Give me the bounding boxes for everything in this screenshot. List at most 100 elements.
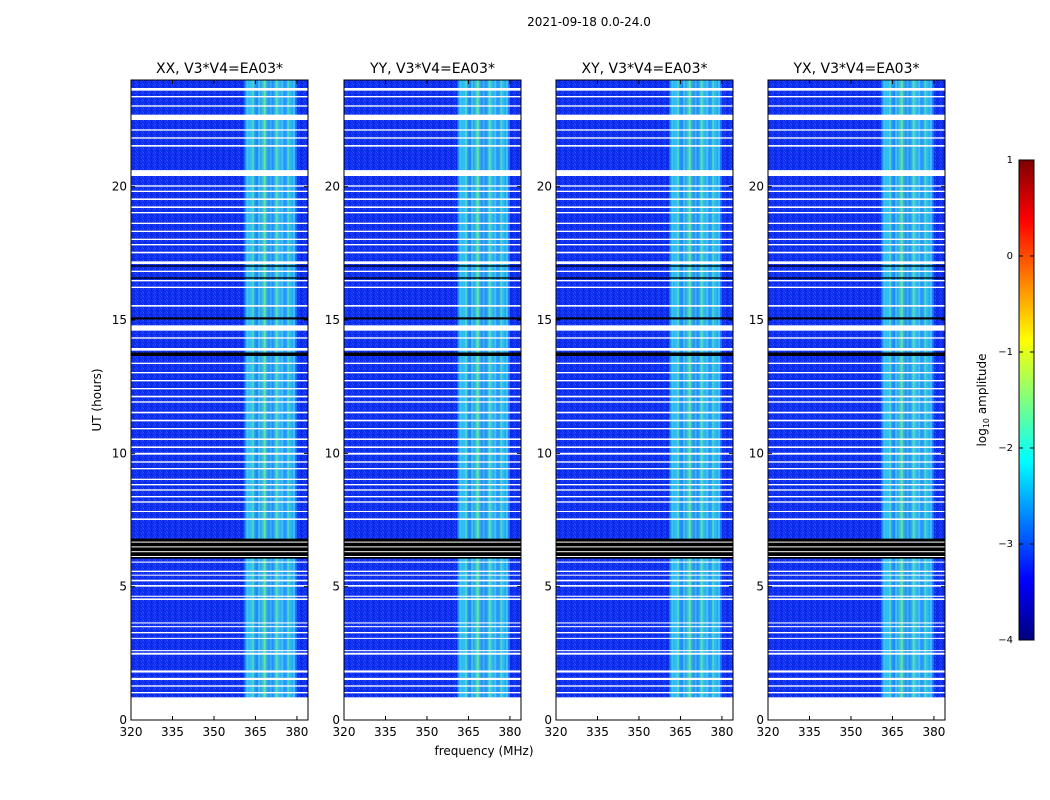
flagged-interval xyxy=(344,251,521,254)
flagged-interval xyxy=(131,579,308,582)
flagged-interval xyxy=(556,198,733,200)
black-interval-gap xyxy=(768,556,945,557)
flagged-interval xyxy=(131,478,308,480)
flagged-interval xyxy=(344,579,521,582)
flagged-interval xyxy=(556,372,733,374)
flagged-interval xyxy=(344,574,521,576)
flagged-interval xyxy=(768,222,945,224)
rfi-stripe xyxy=(293,80,296,720)
flagged-interval xyxy=(131,251,308,254)
flagged-interval xyxy=(344,185,521,187)
flagged-interval xyxy=(556,238,733,240)
x-tick-label: 320 xyxy=(757,725,780,739)
flagged-interval xyxy=(131,286,308,288)
flagged-interval xyxy=(556,561,733,563)
flagged-interval xyxy=(344,637,521,639)
y-tick-label: 20 xyxy=(537,180,552,194)
flagged-interval xyxy=(768,388,945,390)
flagged-interval xyxy=(131,622,308,624)
flagged-interval xyxy=(131,261,308,264)
flagged-interval xyxy=(768,510,945,512)
black-interval xyxy=(131,265,308,267)
flagged-interval xyxy=(556,677,733,680)
flagged-interval xyxy=(344,261,521,264)
flagged-interval xyxy=(131,244,308,246)
flagged-interval xyxy=(556,244,733,246)
rfi-stripe xyxy=(918,80,921,720)
figure-ylabel: UT (hours) xyxy=(90,368,104,431)
flagged-interval xyxy=(344,198,521,200)
black-interval-gap xyxy=(768,541,945,543)
flagged-interval xyxy=(344,446,521,448)
flagged-interval xyxy=(768,626,945,628)
rfi-stripe xyxy=(257,80,260,720)
rfi-stripe xyxy=(906,80,909,720)
flagged-interval xyxy=(344,222,521,224)
flagged-interval xyxy=(768,637,945,639)
flagged-interval xyxy=(556,632,733,634)
rfi-stripe xyxy=(912,80,915,720)
flagged-interval xyxy=(768,280,945,282)
rfi-stripe xyxy=(712,80,715,720)
y-tick-label: 15 xyxy=(112,313,127,327)
flagged-interval xyxy=(768,380,945,382)
panel-title: XY, V3*V4=EA03* xyxy=(582,61,708,77)
flagged-interval xyxy=(768,244,945,246)
rfi-stripe xyxy=(269,80,272,720)
flagged-interval xyxy=(131,198,308,200)
flagged-interval xyxy=(768,337,945,339)
flagged-interval xyxy=(131,484,308,486)
flagged-interval xyxy=(344,652,521,655)
flagged-interval xyxy=(768,114,945,120)
flagged-interval xyxy=(131,489,308,491)
flagged-interval xyxy=(768,372,945,374)
flagged-interval xyxy=(344,212,521,214)
rfi-stripe xyxy=(263,80,266,720)
flagged-interval xyxy=(344,510,521,512)
flagged-interval xyxy=(768,88,945,91)
flagged-interval xyxy=(768,677,945,680)
flagged-interval xyxy=(344,362,521,364)
rfi-stripe xyxy=(700,80,703,720)
black-interval xyxy=(556,317,733,320)
flagged-interval xyxy=(768,362,945,364)
flagged-interval xyxy=(768,411,945,414)
flagged-interval xyxy=(768,96,945,98)
flagged-interval xyxy=(556,380,733,382)
y-tick-label: 20 xyxy=(112,180,127,194)
x-tick-label: 380 xyxy=(922,725,945,739)
flagged-interval xyxy=(344,388,521,390)
panel-4: YX, V3*V4=EA03* 320 335 350 365 380 0 5 10 15 20 xyxy=(749,61,946,739)
flagged-interval xyxy=(131,305,308,307)
flagged-interval xyxy=(768,501,945,503)
flagged-interval xyxy=(344,190,521,192)
flagged-interval xyxy=(344,650,521,652)
flagged-interval xyxy=(131,222,308,224)
colorbar-gradient xyxy=(1018,159,1035,641)
flagged-interval xyxy=(768,574,945,576)
flagged-interval xyxy=(768,622,945,624)
flagged-interval xyxy=(768,137,945,139)
flagged-interval xyxy=(556,222,733,224)
flagged-interval xyxy=(131,395,308,398)
y-tick-label: 20 xyxy=(749,180,764,194)
flagged-interval xyxy=(131,692,308,694)
flagged-interval xyxy=(556,484,733,486)
flagged-interval xyxy=(768,598,945,600)
flagged-interval xyxy=(556,206,733,208)
y-tick-label: 5 xyxy=(544,580,552,594)
flagged-interval xyxy=(556,280,733,282)
flagged-interval xyxy=(768,650,945,652)
flagged-interval xyxy=(556,337,733,339)
y-tick-label: 10 xyxy=(749,446,764,460)
flagged-interval xyxy=(344,428,521,430)
flagged-interval xyxy=(556,419,733,422)
flagged-interval xyxy=(768,670,945,673)
flagged-interval xyxy=(344,496,521,498)
flagged-interval xyxy=(556,388,733,390)
flagged-interval xyxy=(768,305,945,307)
black-interval xyxy=(131,538,308,559)
flagged-interval xyxy=(556,105,733,107)
black-interval-gap xyxy=(344,541,521,543)
flagged-interval xyxy=(556,114,733,120)
